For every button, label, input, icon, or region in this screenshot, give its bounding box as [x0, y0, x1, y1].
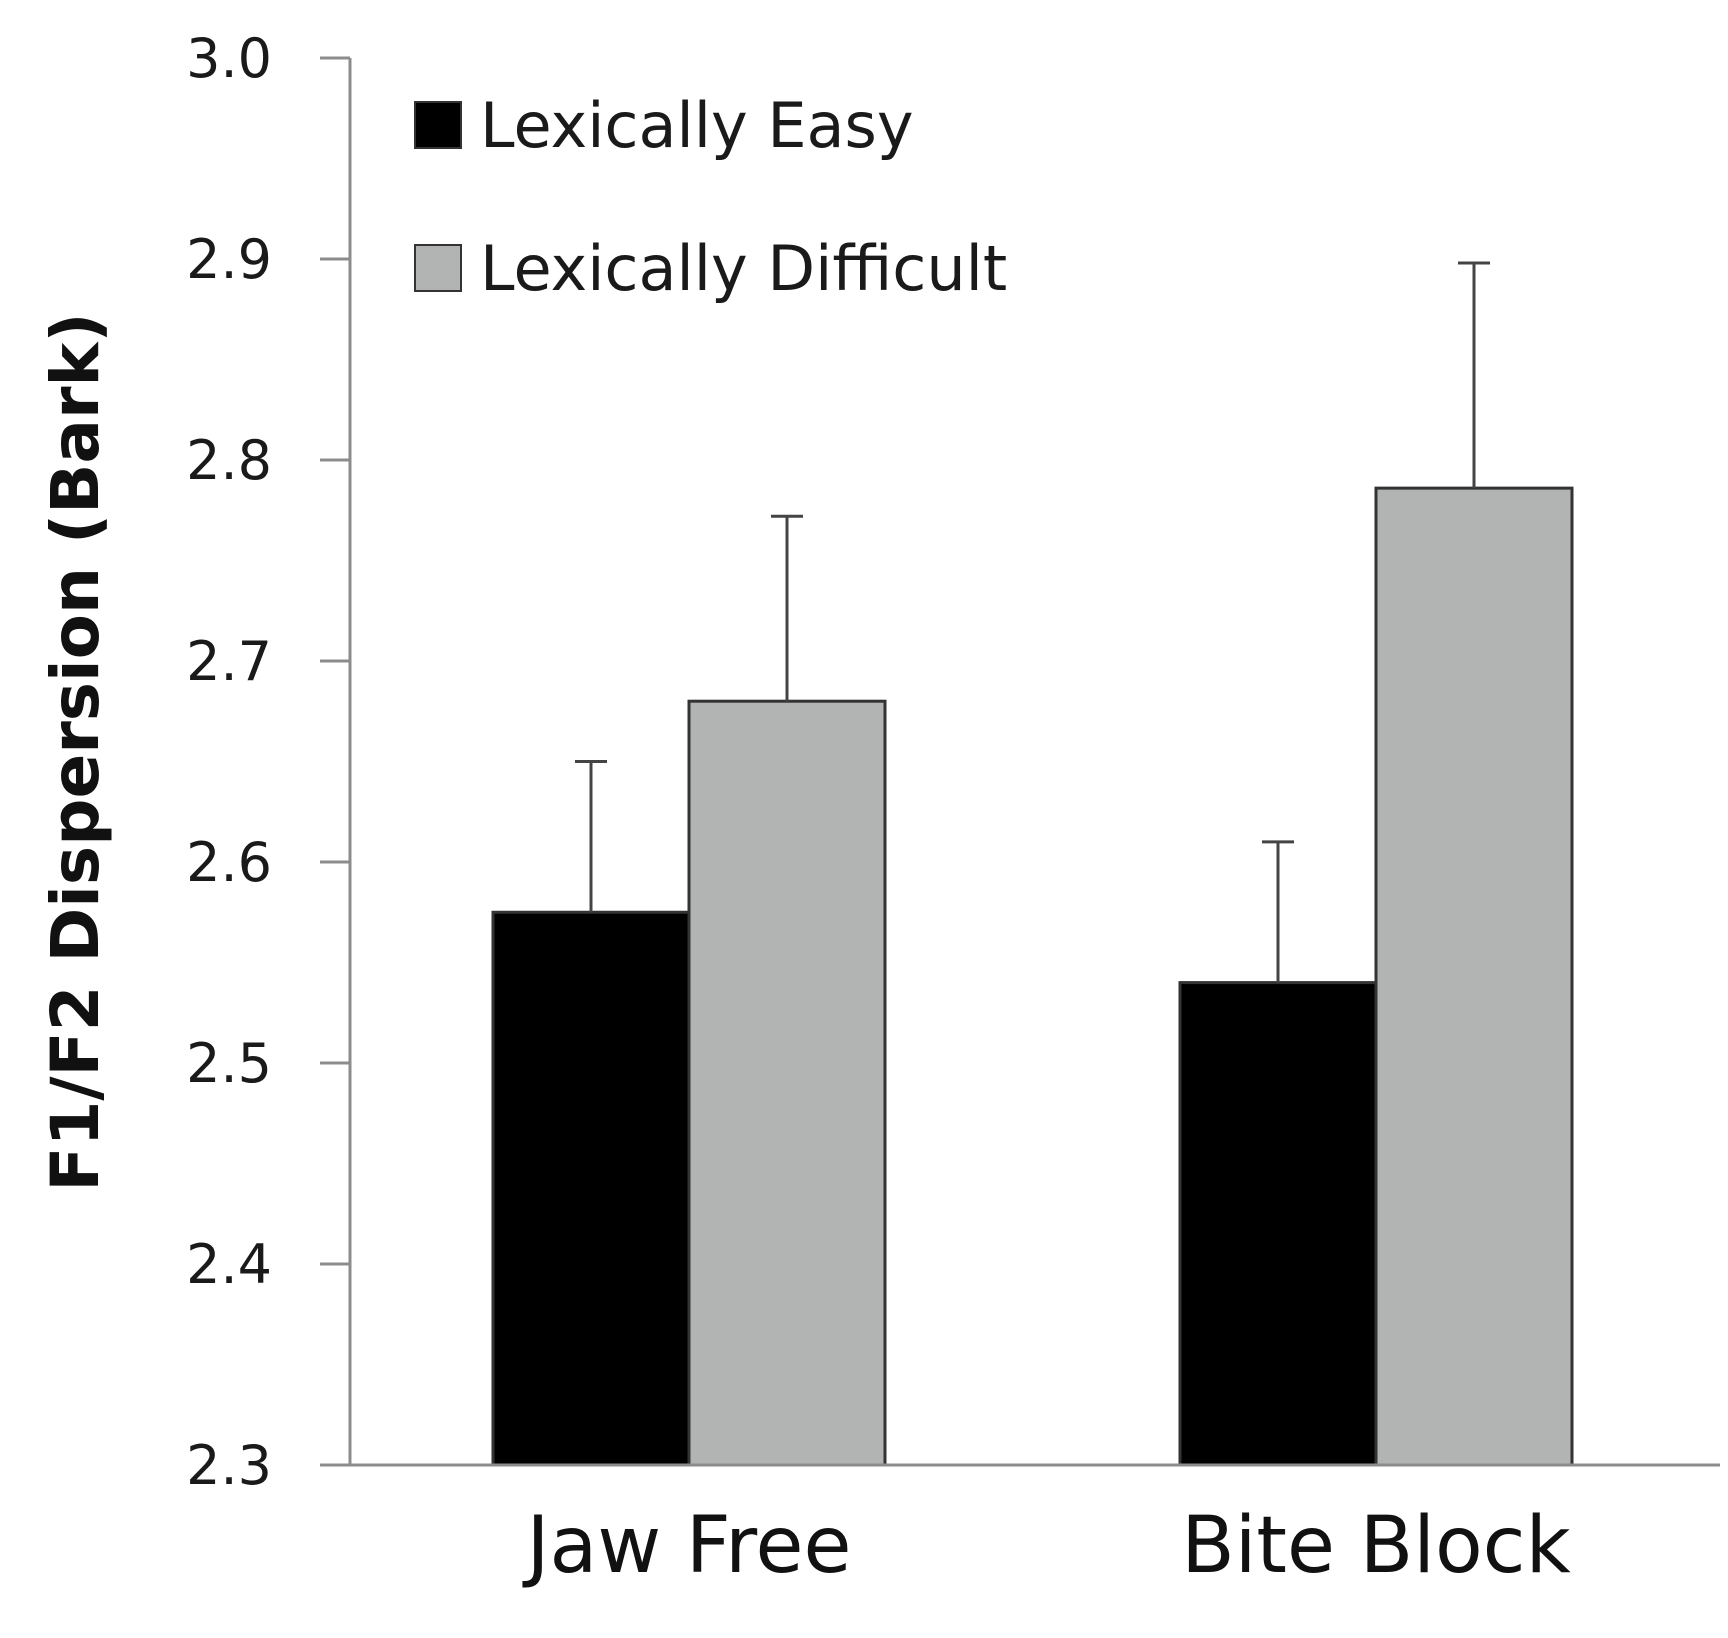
- bar-bite-block-lexically-easy: [1178, 981, 1378, 1467]
- y-tick-label: 2.5: [186, 1032, 272, 1095]
- legend-swatch-lexically-easy: [414, 101, 462, 149]
- legend-swatch-lexically-difficult: [414, 244, 462, 292]
- bar-jaw-free-lexically-difficult: [687, 699, 887, 1467]
- error-bars: [575, 261, 1490, 983]
- y-axis-title: F1/F2 Dispersion (Bark): [37, 312, 114, 1191]
- y-tick-label: 2.3: [186, 1434, 272, 1497]
- y-tick-label: 2.6: [186, 831, 272, 894]
- x-axis-category-labels: Jaw Free Bite Block: [522, 1501, 1571, 1591]
- legend-label-lexically-easy: Lexically Easy: [480, 89, 914, 162]
- x-category-label: Bite Block: [1181, 1501, 1571, 1591]
- legend: Lexically Easy Lexically Difficult: [414, 89, 1007, 305]
- bar-series: [491, 486, 1574, 1467]
- y-axis-ticks: 3.0 2.9 2.8 2.7 2.6 2.5 2.4 2.3: [186, 27, 350, 1497]
- y-tick-label: 2.9: [186, 228, 272, 291]
- y-tick-label: 2.8: [186, 429, 272, 492]
- legend-label-lexically-difficult: Lexically Difficult: [480, 232, 1007, 305]
- y-tick-label: 2.7: [186, 630, 272, 693]
- x-category-label: Jaw Free: [522, 1501, 852, 1591]
- bar-jaw-free-lexically-easy: [491, 910, 691, 1467]
- y-tick-label: 3.0: [186, 27, 272, 90]
- bar-bite-block-lexically-difficult: [1374, 486, 1574, 1467]
- y-tick-label: 2.4: [186, 1233, 272, 1296]
